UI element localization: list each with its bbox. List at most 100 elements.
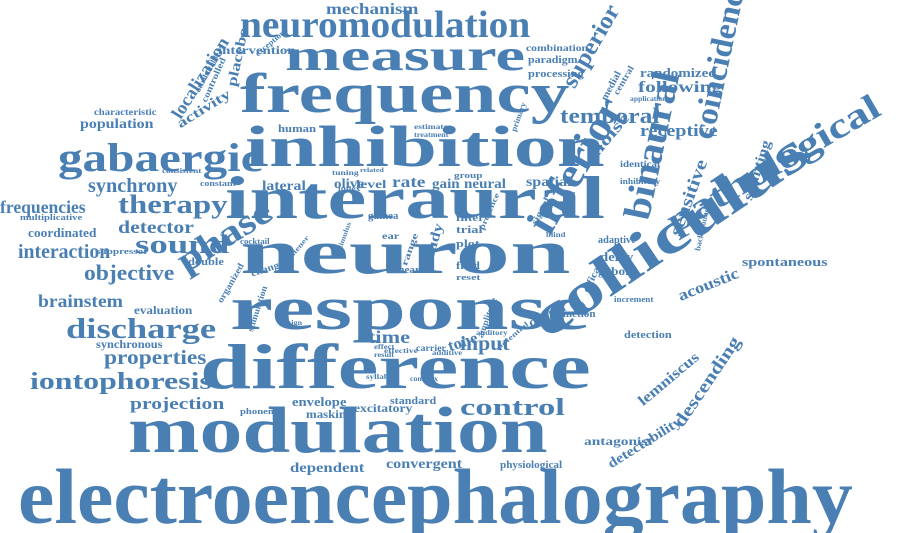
cloud-word: estimate: [414, 123, 448, 131]
cloud-word: level: [356, 177, 387, 191]
cloud-word: control: [460, 395, 565, 421]
cloud-word: paradigm: [528, 55, 578, 66]
cloud-word: properties: [104, 347, 207, 369]
cloud-word: blind: [546, 231, 566, 239]
cloud-word: treatment: [414, 131, 449, 139]
cloud-word: descending: [669, 332, 745, 431]
cloud-word: mechanism: [326, 1, 419, 18]
cloud-word: reset: [456, 273, 481, 282]
cloud-word: complex: [410, 375, 438, 383]
cloud-word: population: [80, 117, 154, 132]
cloud-word: related: [360, 168, 384, 174]
cloud-word: synchrony: [88, 175, 178, 197]
cloud-word: convergent: [386, 457, 463, 472]
cloud-word: gabon: [598, 264, 633, 278]
cloud-word: guinea: [368, 211, 399, 222]
cloud-word: receptive: [640, 121, 718, 140]
cloud-word: projection: [130, 394, 225, 413]
cloud-word: detection: [624, 329, 672, 341]
cloud-word: combination: [526, 43, 589, 53]
cloud-word: function: [556, 309, 596, 320]
cloud-word: gabaergic: [58, 135, 263, 180]
cloud-word: inhibitory: [620, 177, 661, 186]
cloud-word: measure: [285, 31, 526, 80]
cloud-word: intervention: [218, 43, 296, 57]
cloud-word: cocktail: [240, 237, 270, 246]
cloud-word: sound: [135, 230, 230, 259]
cloud-word: time: [368, 327, 410, 347]
cloud-word: interaction: [18, 241, 111, 263]
cloud-word: synchronous: [96, 337, 163, 351]
cloud-word: application: [630, 95, 667, 103]
cloud-word: brainstem: [38, 291, 124, 311]
cloud-word: olive: [334, 177, 364, 192]
cloud-word: detector: [118, 217, 194, 237]
cloud-word: neuron: [240, 219, 571, 287]
cloud-word: increment: [614, 295, 654, 304]
cloud-word: ear: [382, 231, 400, 241]
cloud-word: spatial: [526, 175, 572, 190]
cloud-word: iontophoresis: [30, 369, 212, 395]
cloud-word: inhibition: [245, 114, 605, 179]
cloud-word: characteristic: [94, 107, 157, 117]
cloud-word: delay: [600, 249, 634, 264]
cloud-word: spontaneous: [742, 254, 828, 269]
cloud-word: human: [278, 123, 317, 135]
cloud-word: discharge: [66, 314, 217, 345]
cloud-word: rate: [392, 174, 426, 191]
cloud-word: phonemic: [240, 407, 285, 416]
cloud-word: consistent: [162, 167, 202, 175]
cloud-word: dependent: [290, 461, 365, 476]
cloud-word: randomized: [640, 65, 717, 80]
cloud-word: lateral: [262, 179, 306, 194]
cloud-word: response: [230, 275, 590, 343]
cloud-word: plot: [456, 239, 480, 250]
cloud-word: standard: [390, 395, 437, 407]
cloud-word: modulation: [128, 394, 548, 467]
cloud-word: auditory: [476, 329, 508, 337]
cloud-word: neural: [464, 177, 506, 192]
cloud-word: excitatory: [354, 401, 413, 415]
cloud-word: physiological: [500, 459, 563, 471]
cloud-word: input: [460, 333, 510, 355]
cloud-word: result: [374, 351, 394, 359]
cloud-word: index: [338, 185, 361, 193]
cloud-word: antagonist: [584, 434, 653, 448]
cloud-word: filter: [456, 213, 485, 224]
cloud-word: frequency: [240, 63, 570, 125]
cloud-word: group: [454, 171, 483, 180]
cloud-word: adaptive: [598, 235, 636, 246]
cloud-word: acoustic: [675, 265, 742, 305]
cloud-word: effect: [374, 343, 395, 351]
cloud-word: objective: [84, 260, 175, 285]
cloud-word: coordinated: [28, 225, 97, 240]
cloud-word: tuning: [332, 169, 359, 177]
cloud-word: difference: [200, 331, 591, 402]
cloud-word: temporal: [560, 103, 660, 128]
cloud-word: constant: [200, 179, 236, 188]
cloud-word: envelope: [292, 394, 347, 409]
cloud-word: evaluation: [134, 303, 193, 317]
cloud-word: gain: [432, 177, 460, 192]
cloud-word: interaural: [225, 165, 606, 231]
cloud-word: multiplicative: [20, 213, 83, 222]
cloud-word: masking: [306, 407, 353, 421]
cloud-word: suppressor: [96, 247, 149, 256]
cloud-word: double: [188, 257, 224, 268]
cloud-word: carrier: [416, 343, 446, 353]
cloud-word: design: [280, 319, 303, 327]
cloud-word: linear: [392, 265, 420, 276]
cloud-word: processing: [528, 69, 584, 80]
cloud-word: additive: [432, 349, 463, 357]
cloud-word: electroencephalography: [18, 453, 853, 533]
cloud-word: identical: [620, 159, 660, 169]
cloud-word: field: [456, 261, 480, 272]
cloud-word: syllabic: [366, 373, 396, 381]
cloud-word: following: [638, 79, 723, 96]
cloud-word: therapy: [118, 190, 228, 219]
cloud-word: frequencies: [0, 197, 86, 217]
cloud-word: trial: [456, 225, 483, 236]
cloud-word: effective: [384, 347, 418, 355]
cloud-word: neuromodulation: [240, 4, 531, 46]
